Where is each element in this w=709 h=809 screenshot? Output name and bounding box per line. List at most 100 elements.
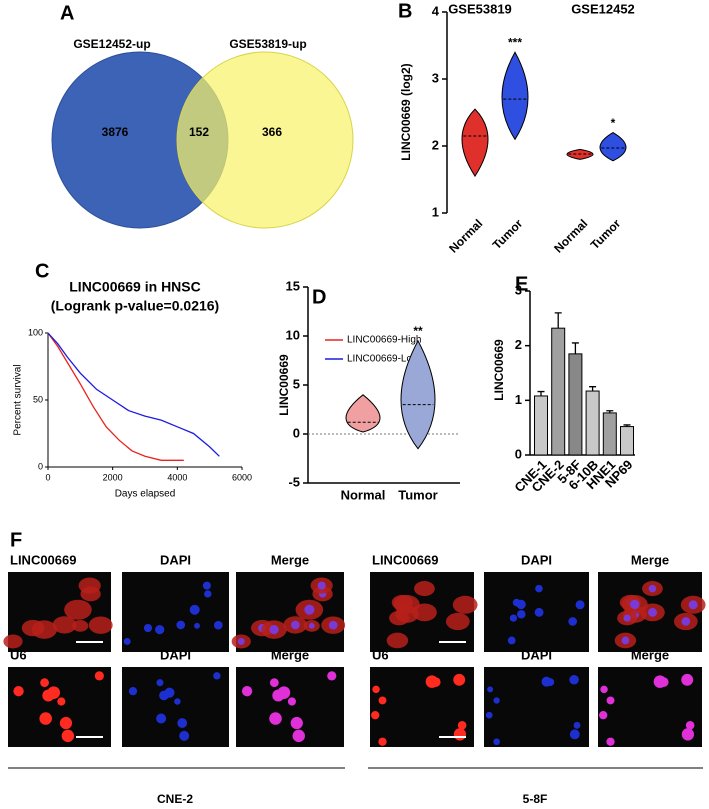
significance: *** — [508, 35, 522, 49]
image-frame — [122, 667, 229, 747]
bar — [568, 353, 583, 456]
error-bar — [537, 390, 545, 396]
nucleus — [457, 720, 467, 730]
bar — [620, 426, 634, 456]
nucleus — [213, 672, 221, 680]
nucleus — [599, 710, 608, 720]
nucleus — [57, 697, 66, 706]
image-label: U6 — [10, 647, 27, 662]
bar — [551, 327, 566, 456]
cell-body — [52, 616, 77, 634]
violin — [400, 339, 436, 450]
micrograph — [484, 667, 589, 747]
y-tick-label: 2 — [515, 337, 522, 352]
y-tick-label: 15 — [286, 278, 300, 293]
legend-label: LINC00669-Low — [347, 354, 420, 365]
error-bar — [571, 342, 579, 354]
cell-body — [72, 620, 89, 632]
nucleus — [569, 729, 580, 740]
set-label: GSE12452-up — [73, 37, 150, 51]
nucleus — [204, 590, 212, 598]
nucleus — [372, 685, 380, 694]
y-tick-label: 2 — [432, 137, 439, 152]
image-label: Merge — [271, 552, 309, 567]
x-tick-label: Tumor — [490, 216, 526, 252]
region-count: 152 — [189, 125, 209, 139]
nucleus — [648, 584, 657, 593]
image-label: Merge — [631, 647, 669, 662]
nucleus — [648, 607, 658, 617]
y-axis-label: Percent survival — [13, 364, 24, 435]
survival-curve — [47, 332, 220, 457]
nucleus — [61, 729, 75, 743]
nucleus — [534, 607, 544, 617]
nucleus — [516, 599, 526, 610]
nucleus — [177, 718, 188, 728]
cell-line-label: 5-8F — [523, 792, 548, 806]
bar — [585, 390, 600, 456]
nucleus — [493, 738, 500, 746]
nucleus — [517, 609, 526, 619]
nucleus — [623, 614, 631, 622]
nucleus — [13, 685, 24, 697]
y-tick-label: 10 — [286, 327, 300, 342]
micrograph — [236, 667, 344, 747]
micrograph — [484, 572, 589, 652]
image-label: Merge — [631, 552, 669, 567]
y-tick-label: 1 — [432, 204, 439, 219]
nucleus — [156, 713, 167, 724]
y-tick-label: 0 — [293, 425, 300, 440]
micrograph — [231, 572, 346, 652]
nucleus — [317, 581, 326, 590]
nucleus — [569, 675, 579, 685]
nucleus — [371, 710, 380, 720]
nucleus — [681, 728, 695, 741]
x-tick-label: Normal — [341, 487, 386, 502]
chart-title: LINC00669 in HNSC — [69, 279, 200, 295]
image-label: LINC00669 — [10, 552, 76, 567]
nucleus — [653, 675, 667, 688]
x-tick-label: Tumor — [588, 216, 624, 252]
image-label: LINC00669 — [372, 552, 438, 567]
y-axis-label: LINC00669 — [492, 339, 506, 401]
micrograph — [122, 572, 229, 652]
nucleus — [304, 604, 315, 615]
nucleus — [189, 604, 200, 615]
nucleus — [179, 730, 190, 741]
nucleus — [600, 685, 608, 694]
bar — [602, 412, 617, 456]
nucleus — [493, 697, 500, 704]
x-axis-label: Days elapsed — [115, 489, 176, 500]
micrograph — [598, 667, 702, 747]
cell-body — [445, 612, 470, 631]
violin — [345, 394, 381, 433]
nucleus — [509, 614, 518, 622]
nucleus — [535, 584, 543, 593]
nucleus — [156, 679, 164, 687]
image-frame — [8, 667, 111, 747]
nucleus — [573, 721, 581, 729]
image-label: DAPI — [521, 647, 552, 662]
violin — [461, 108, 489, 178]
nucleus — [487, 686, 494, 693]
x-tick-label: 2000 — [103, 472, 123, 482]
nucleus — [269, 712, 282, 725]
nucleus — [575, 600, 585, 610]
y-tick-label: 1 — [515, 392, 522, 407]
cell-body — [3, 634, 23, 649]
group-label: GSE12452 — [571, 1, 635, 16]
nucleus — [685, 720, 695, 730]
error-bar — [554, 312, 562, 329]
cell-body — [88, 616, 113, 634]
nucleus — [176, 620, 186, 630]
nucleus — [292, 729, 305, 743]
nucleus — [327, 671, 337, 681]
nucleus — [453, 673, 466, 686]
cell-body — [64, 599, 92, 620]
image-label: U6 — [372, 647, 389, 662]
significance: ** — [413, 324, 423, 338]
nucleus — [174, 698, 181, 705]
set-label: GSE53819-up — [229, 37, 306, 51]
cell-body — [414, 581, 435, 597]
